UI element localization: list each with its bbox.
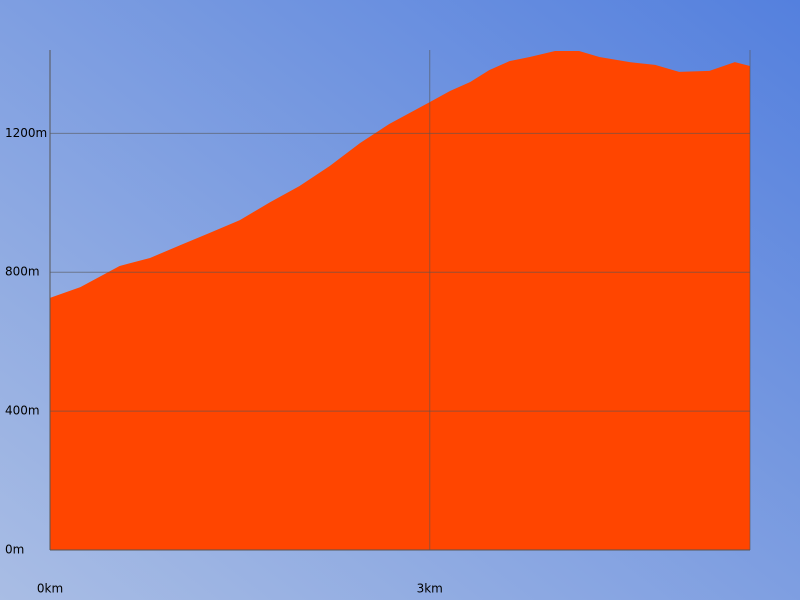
y-tick-label: 0m	[5, 543, 24, 557]
y-tick-label: 800m	[5, 265, 40, 279]
x-tick-label: 3km	[417, 582, 443, 596]
elevation-area	[50, 51, 750, 551]
x-tick-label: 0km	[37, 582, 63, 596]
y-tick-label: 400m	[5, 404, 40, 418]
y-tick-label: 1200m	[5, 126, 47, 140]
